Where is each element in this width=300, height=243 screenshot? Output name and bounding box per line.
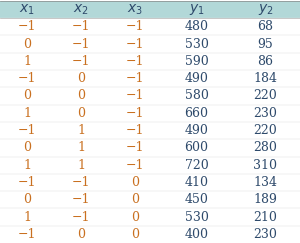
Text: 410: 410 (184, 176, 208, 189)
Text: −1: −1 (72, 20, 90, 33)
Text: 0: 0 (131, 210, 139, 224)
Text: 210: 210 (254, 210, 278, 224)
Text: 1: 1 (23, 159, 31, 172)
Text: $x_3$: $x_3$ (127, 2, 143, 17)
Text: 590: 590 (184, 55, 208, 68)
Text: 580: 580 (184, 89, 208, 103)
Text: 0: 0 (23, 38, 31, 51)
Text: 1: 1 (77, 159, 85, 172)
Text: 230: 230 (254, 107, 278, 120)
Text: −1: −1 (126, 141, 144, 154)
Text: 400: 400 (184, 228, 208, 241)
Text: $y_1$: $y_1$ (189, 2, 204, 17)
Text: 0: 0 (131, 176, 139, 189)
Text: −1: −1 (126, 20, 144, 33)
Text: −1: −1 (126, 38, 144, 51)
Text: 280: 280 (254, 141, 278, 154)
Text: −1: −1 (126, 107, 144, 120)
Text: −1: −1 (18, 72, 36, 85)
Text: 95: 95 (258, 38, 273, 51)
Text: −1: −1 (72, 176, 90, 189)
Text: −1: −1 (126, 89, 144, 103)
Text: 310: 310 (254, 159, 278, 172)
Text: 1: 1 (77, 124, 85, 137)
Text: 530: 530 (184, 210, 208, 224)
Text: 0: 0 (131, 193, 139, 206)
Bar (0, 1, 300, 18)
Text: 0: 0 (23, 141, 31, 154)
Text: −1: −1 (18, 20, 36, 33)
Text: 0: 0 (77, 228, 85, 241)
Text: −1: −1 (18, 176, 36, 189)
Text: 600: 600 (184, 141, 208, 154)
Text: 220: 220 (254, 89, 278, 103)
Text: −1: −1 (72, 38, 90, 51)
Text: 230: 230 (254, 228, 278, 241)
Text: 1: 1 (23, 107, 31, 120)
Text: $x_1$: $x_1$ (19, 2, 35, 17)
Text: 189: 189 (254, 193, 278, 206)
Text: $x_2$: $x_2$ (73, 2, 89, 17)
Text: 68: 68 (257, 20, 274, 33)
Text: 0: 0 (23, 193, 31, 206)
Text: 720: 720 (184, 159, 208, 172)
Text: −1: −1 (126, 55, 144, 68)
Text: −1: −1 (72, 193, 90, 206)
Text: 490: 490 (184, 124, 208, 137)
Text: 220: 220 (254, 124, 278, 137)
Text: −1: −1 (126, 159, 144, 172)
Text: 134: 134 (254, 176, 278, 189)
Text: 184: 184 (254, 72, 278, 85)
Text: 1: 1 (23, 55, 31, 68)
Text: 0: 0 (23, 89, 31, 103)
Text: 0: 0 (77, 89, 85, 103)
Text: 0: 0 (77, 72, 85, 85)
Text: 0: 0 (77, 107, 85, 120)
Text: 450: 450 (184, 193, 208, 206)
Text: 0: 0 (131, 228, 139, 241)
Text: −1: −1 (72, 210, 90, 224)
Text: 1: 1 (77, 141, 85, 154)
Text: −1: −1 (126, 124, 144, 137)
Text: 1: 1 (23, 210, 31, 224)
Text: −1: −1 (18, 124, 36, 137)
Text: 530: 530 (184, 38, 208, 51)
Text: $y_2$: $y_2$ (258, 2, 273, 17)
Text: −1: −1 (126, 72, 144, 85)
Text: 86: 86 (257, 55, 274, 68)
Text: 660: 660 (184, 107, 208, 120)
Text: 490: 490 (184, 72, 208, 85)
Text: 480: 480 (184, 20, 208, 33)
Text: −1: −1 (72, 55, 90, 68)
Text: −1: −1 (18, 228, 36, 241)
